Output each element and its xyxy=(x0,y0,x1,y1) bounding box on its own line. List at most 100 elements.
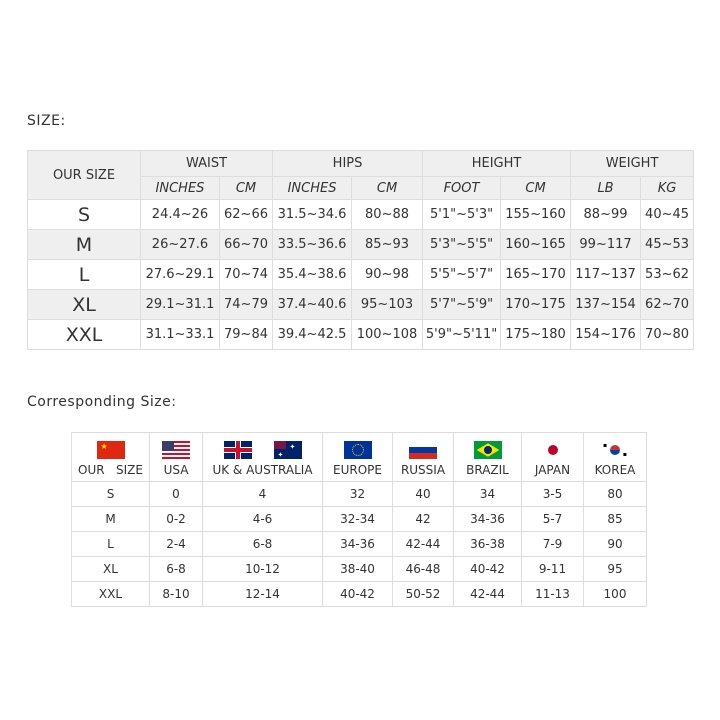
size-value: 5'5"~5'7" xyxy=(422,259,502,290)
size-row: XL 29.1~31.1 74~79 37.4~40.6 95~103 5'7"~5'9"… xyxy=(27,289,695,320)
size-value: 100 xyxy=(583,581,647,607)
size-row: L 27.6~29.1 70~74 35.4~38.6 90~98 5'5"~5'7" 16… xyxy=(27,259,695,290)
header-label: BRAZIL xyxy=(466,463,509,477)
header-our-size: ★ OUR SIZE xyxy=(71,432,150,482)
unit-header: KG xyxy=(640,176,695,200)
header-europe: EUROPE xyxy=(322,432,393,482)
size-label: S xyxy=(27,199,141,230)
header-japan: JAPAN xyxy=(521,432,584,482)
size-value: 66~70 xyxy=(218,229,274,260)
size-value: 8-10 xyxy=(149,581,203,607)
waist-header: WAIST xyxy=(139,150,274,177)
size-row: M 26~27.6 66~70 33.5~36.6 85~93 5'3"~5'5" 160~… xyxy=(27,229,695,260)
size-value: 39.4~42.5 xyxy=(272,319,353,350)
corresponding-size-title: Corresponding Size: xyxy=(27,394,177,410)
size-value: 40~45 xyxy=(640,199,695,230)
size-value: 24.4~26 xyxy=(140,199,220,230)
size-value: 85 xyxy=(583,506,647,532)
size-value: 5'7"~5'9" xyxy=(422,289,502,320)
size-value: 79~84 xyxy=(218,319,274,350)
korea-flag-icon: ▪ ▪ xyxy=(601,441,629,459)
size-value: 37.4~40.6 xyxy=(272,289,353,320)
size-value: 90~98 xyxy=(351,259,424,290)
size-value: 62~70 xyxy=(640,289,695,320)
corresponding-size-table: ★ OUR SIZE USA ✦ ✦ UK & AUSTRALIA EUROPE RU… xyxy=(71,432,647,607)
size-value: 27.6~29.1 xyxy=(140,259,220,290)
size-value: 62~66 xyxy=(218,199,274,230)
header-label: KOREA xyxy=(594,463,636,477)
size-label: XL xyxy=(71,556,150,582)
unit-header: LB xyxy=(570,176,642,200)
unit-header: INCHES xyxy=(140,176,220,200)
corresponding-row: XXL 8-10 12-14 40-42 50-52 42-44 11-13 100 xyxy=(71,581,647,607)
size-value: 26~27.6 xyxy=(140,229,220,260)
size-row: S 24.4~26 62~66 31.5~34.6 80~88 5'1"~5'3" 155~… xyxy=(27,199,695,230)
size-value: 99~117 xyxy=(570,229,642,260)
header-korea: ▪ ▪ KOREA xyxy=(583,432,647,482)
australia-flag-icon: ✦ ✦ xyxy=(273,441,302,459)
size-value: 90 xyxy=(583,531,647,557)
header-label: RUSSIA xyxy=(400,463,446,477)
size-label: M xyxy=(27,229,141,260)
size-value: 95 xyxy=(583,556,647,582)
unit-header: CM xyxy=(218,176,274,200)
size-title: SIZE: xyxy=(27,113,66,129)
size-label: L xyxy=(71,531,150,557)
brazil-flag-icon xyxy=(473,441,502,459)
size-value: 0 xyxy=(149,481,203,507)
size-value: 117~137 xyxy=(570,259,642,290)
size-value: 45~53 xyxy=(640,229,695,260)
eu-flag-icon xyxy=(343,441,372,459)
height-header: HEIGHT xyxy=(422,150,572,177)
size-value: 33.5~36.6 xyxy=(272,229,353,260)
size-value: 34-36 xyxy=(322,531,393,557)
size-value: 40 xyxy=(392,481,454,507)
size-row: XXL 31.1~33.1 79~84 39.4~42.5 100~108 5'9"~5'… xyxy=(27,319,695,350)
size-value: 170~175 xyxy=(500,289,572,320)
corresponding-row: L 2-4 6-8 34-36 42-44 36-38 7-9 90 xyxy=(71,531,647,557)
size-value: 29.1~31.1 xyxy=(140,289,220,320)
size-label: XXL xyxy=(71,581,150,607)
header-label: UK & AUSTRALIA xyxy=(212,463,313,477)
size-value: 4 xyxy=(202,481,323,507)
corresponding-row: M 0-2 4-6 32-34 42 34-36 5-7 85 xyxy=(71,506,647,532)
size-label: M xyxy=(71,506,150,532)
size-value: 12-14 xyxy=(202,581,323,607)
size-value: 46-48 xyxy=(392,556,454,582)
our-size-header: OUR SIZE xyxy=(27,150,141,200)
size-value: 31.1~33.1 xyxy=(140,319,220,350)
china-flag-icon: ★ xyxy=(96,441,125,459)
size-value: 31.5~34.6 xyxy=(272,199,353,230)
corresponding-row: S 0 4 32 40 34 3-5 80 xyxy=(71,481,647,507)
unit-header: CM xyxy=(351,176,424,200)
usa-flag-icon xyxy=(162,441,190,459)
size-value: 4-6 xyxy=(202,506,323,532)
size-value: 50-52 xyxy=(392,581,454,607)
size-label: S xyxy=(71,481,150,507)
unit-header: INCHES xyxy=(272,176,353,200)
japan-flag-icon xyxy=(538,441,567,459)
size-value: 165~170 xyxy=(500,259,572,290)
russia-flag-icon xyxy=(409,441,437,459)
size-value: 70~74 xyxy=(218,259,274,290)
size-value: 42 xyxy=(392,506,454,532)
size-label: XXL xyxy=(27,319,141,350)
size-label: XL xyxy=(27,289,141,320)
size-value: 42-44 xyxy=(453,581,522,607)
header-usa: USA xyxy=(149,432,203,482)
size-value: 6-8 xyxy=(149,556,203,582)
size-value: 80 xyxy=(583,481,647,507)
size-table: OUR SIZE WAIST HIPS HEIGHT WEIGHT INCHES… xyxy=(27,150,695,350)
size-value: 95~103 xyxy=(351,289,424,320)
size-value: 5'1"~5'3" xyxy=(422,199,502,230)
size-value: 9-11 xyxy=(521,556,584,582)
size-value: 40-42 xyxy=(322,581,393,607)
size-value: 32-34 xyxy=(322,506,393,532)
size-value: 34 xyxy=(453,481,522,507)
header-label: EUROPE xyxy=(333,463,382,477)
size-value: 74~79 xyxy=(218,289,274,320)
header-label: USA xyxy=(163,463,189,477)
size-value: 40-42 xyxy=(453,556,522,582)
size-value: 5'3"~5'5" xyxy=(422,229,502,260)
size-value: 5'9"~5'11" xyxy=(422,319,502,350)
